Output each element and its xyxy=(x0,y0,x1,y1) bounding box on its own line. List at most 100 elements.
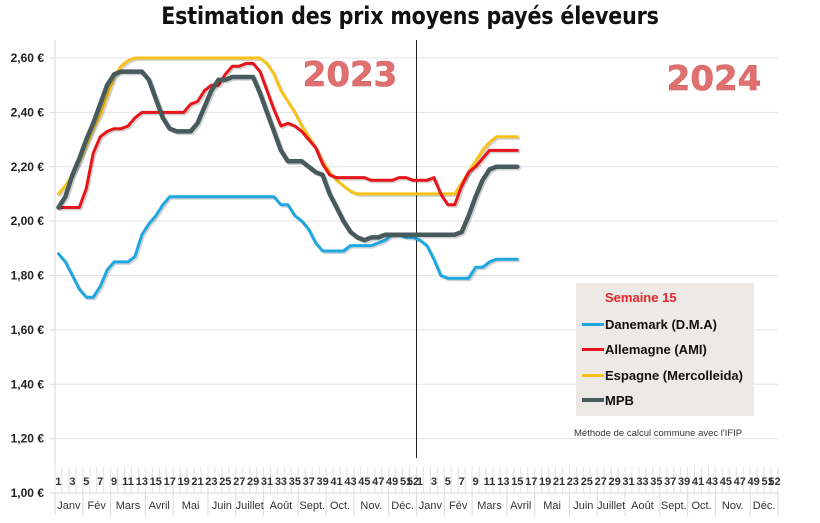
month-label: Mars xyxy=(477,500,502,512)
x-tick-label: 15 xyxy=(150,476,162,488)
x-tick-label: 3 xyxy=(431,476,437,488)
month-label: Août xyxy=(270,500,293,512)
month-label: Déc. xyxy=(753,500,776,512)
month-label: Mai xyxy=(543,500,561,512)
legend: Semaine 15 Danemark (D.M.A) Allemagne (A… xyxy=(576,283,754,416)
month-label: Sept. xyxy=(661,500,687,512)
x-tick-label: 3 xyxy=(69,476,75,488)
y-tick-label: 2,00 € xyxy=(11,214,45,228)
x-tick-label: 21 xyxy=(191,476,203,488)
month-label: Oct. xyxy=(330,500,350,512)
series-line-allemagne-ami xyxy=(57,61,519,209)
chart-title: Estimation des prix moyens payés éleveur… xyxy=(161,2,659,30)
month-label: Juillet xyxy=(597,500,625,512)
x-tick-label: 1 xyxy=(417,476,423,488)
x-tick-label: 52 xyxy=(407,476,419,488)
month-label: Oct. xyxy=(691,500,711,512)
x-tick-label: 41 xyxy=(692,476,704,488)
series-shadow-allemagne-ami xyxy=(58,63,521,211)
series-shadow-danemark-d-m-a xyxy=(58,196,521,301)
x-tick-label: 33 xyxy=(636,476,648,488)
x-tick-label: 11 xyxy=(122,476,134,488)
legend-item-allemagne: Allemagne (AMI) xyxy=(582,340,707,358)
x-tick-label: 39 xyxy=(317,476,329,488)
x-tick-label: 27 xyxy=(595,476,607,488)
x-tick-label: 1 xyxy=(55,476,61,488)
y-tick-label: 1,80 € xyxy=(11,269,45,283)
x-tick-label: 51 xyxy=(761,476,773,488)
x-tick-label: 47 xyxy=(734,476,746,488)
x-tick-label: 17 xyxy=(164,476,176,488)
x-tick-label: 51 xyxy=(400,476,412,488)
x-tick-label: 49 xyxy=(386,476,398,488)
x-tick-label: 43 xyxy=(706,476,718,488)
month-label: Mars xyxy=(116,500,141,512)
method-note: Méthode de calcul commune avec l'IFIP xyxy=(574,428,743,439)
year-label-2024: 2024 xyxy=(667,59,762,99)
x-tick-label: 9 xyxy=(473,476,479,488)
x-tick-label: 31 xyxy=(622,476,634,488)
x-tick-label: 11 xyxy=(484,476,496,488)
x-tick-label: 5 xyxy=(445,476,451,488)
x-tick-label: 21 xyxy=(553,476,565,488)
x-tick-label: 9 xyxy=(111,476,117,488)
x-tick-label: 25 xyxy=(219,476,231,488)
x-tick-label: 17 xyxy=(525,476,537,488)
x-tick-label: 29 xyxy=(247,476,259,488)
month-label: Sept. xyxy=(299,500,325,512)
x-tick-label: 47 xyxy=(372,476,384,488)
month-label: Avril xyxy=(510,500,531,512)
legend-swatch-espagne xyxy=(582,373,604,377)
x-tick-label: 23 xyxy=(205,476,217,488)
month-label: Janv xyxy=(57,500,81,512)
x-tick-label: 45 xyxy=(358,476,370,488)
x-tick-label: 35 xyxy=(650,476,662,488)
x-tick-label: 31 xyxy=(261,476,273,488)
x-axis: 1 3 5 7 9 11 13 15 17 19 21 23 25 27 29 31 33 35 37 39 41 43 4… xyxy=(54,467,781,516)
legend-swatch-mpb xyxy=(582,398,604,402)
x-tick-label: 37 xyxy=(303,476,315,488)
x-tick-label: 45 xyxy=(720,476,732,488)
x-tick-label: 43 xyxy=(344,476,356,488)
y-axis-ticks: 1,00 € 1,20 € 1,40 € 1,60 € 1,80 € 2,00 € 2,20… xyxy=(11,51,45,500)
series-line-danemark-d-m-a xyxy=(57,195,519,299)
legend-item-mpb: MPB xyxy=(582,391,634,409)
series-lines xyxy=(56,56,522,301)
series-shadow-mpb xyxy=(57,70,522,244)
y-tick-label: 1,00 € xyxy=(11,486,45,500)
y-tick-label: 1,60 € xyxy=(11,323,45,337)
x-tick-label: 39 xyxy=(678,476,690,488)
x-tick-label: 19 xyxy=(177,476,189,488)
y-tick-label: 2,60 € xyxy=(11,51,45,65)
legend-swatch-allemagne xyxy=(582,347,604,351)
month-label: Fév xyxy=(449,500,468,512)
x-tick-label: 27 xyxy=(233,476,245,488)
x-tick-label: 15 xyxy=(511,476,523,488)
x-tick-label: 5 xyxy=(83,476,89,488)
y-tick-label: 2,20 € xyxy=(11,160,45,174)
legend-label-mpb: MPB xyxy=(605,392,634,408)
x-tick-label: 41 xyxy=(330,476,342,488)
month-label: Mai xyxy=(182,500,200,512)
month-label: Juin xyxy=(573,500,593,512)
x-tick-label: 7 xyxy=(459,476,465,488)
month-label: Fév xyxy=(88,500,107,512)
legend-label-allemagne: Allemagne (AMI) xyxy=(605,341,707,357)
x-tick-label: 49 xyxy=(748,476,760,488)
y-tick-label: 1,40 € xyxy=(11,377,45,391)
x-tick-label: 13 xyxy=(136,476,148,488)
month-label: Juin xyxy=(212,500,232,512)
month-label: Août xyxy=(631,500,654,512)
legend-item-espagne: Espagne (Mercolleida) xyxy=(582,366,743,384)
x-tick-label: 52 xyxy=(768,476,780,488)
month-label: Déc. xyxy=(391,500,414,512)
legend-item-danemark: Danemark (D.M.A) xyxy=(582,315,717,333)
x-tick-label: 19 xyxy=(539,476,551,488)
x-tick-label: 7 xyxy=(97,476,103,488)
legend-label-danemark: Danemark (D.M.A) xyxy=(605,316,717,332)
month-label: Nov. xyxy=(360,500,382,512)
month-label: Avril xyxy=(149,500,170,512)
x-tick-label: 13 xyxy=(497,476,509,488)
y-tick-label: 1,20 € xyxy=(11,432,45,446)
